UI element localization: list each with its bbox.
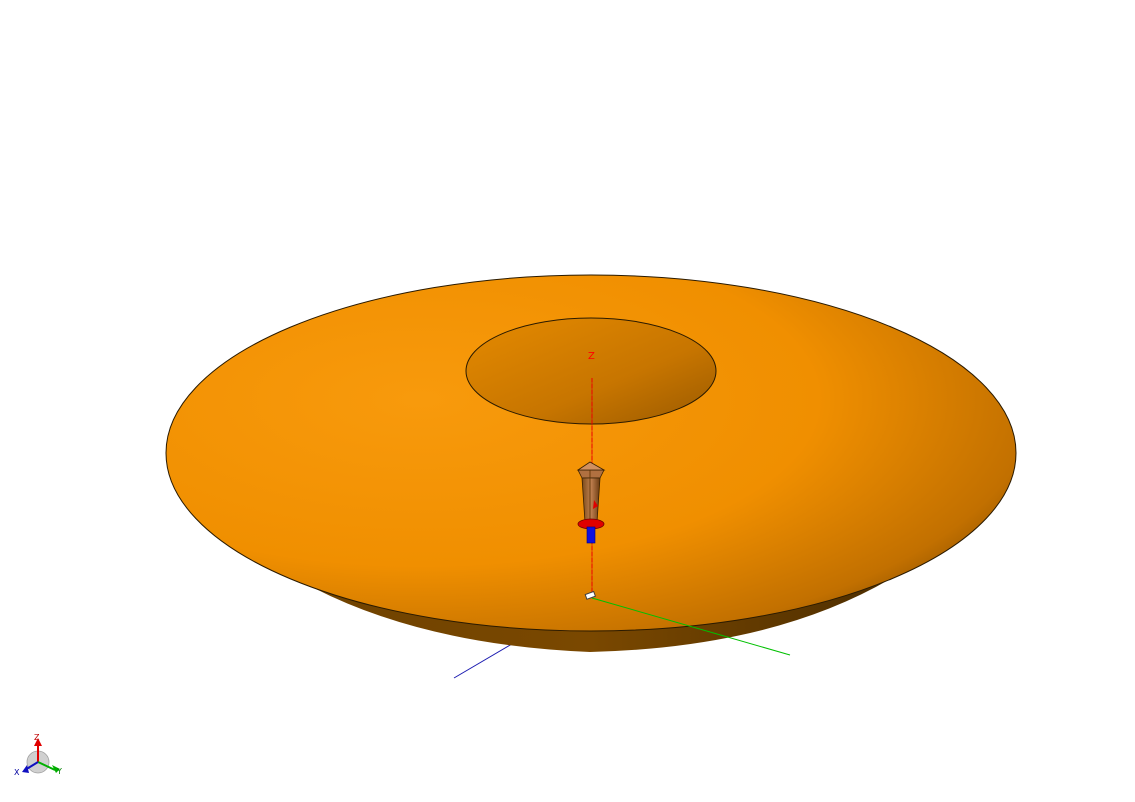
triad-y-label: Y <box>56 767 62 776</box>
z-axis-label: Z <box>588 351 595 362</box>
dish-center-recess[interactable] <box>465 317 717 425</box>
probe-feed-icon[interactable] <box>576 461 606 544</box>
triad-z-label: Z <box>34 733 40 742</box>
dish-top-surface[interactable] <box>165 274 1017 632</box>
triad-x-label: X <box>14 768 20 777</box>
origin-marker <box>584 590 597 600</box>
y-axis-line <box>591 597 791 656</box>
coordinate-triad-icon[interactable]: Z X Y <box>14 733 62 777</box>
